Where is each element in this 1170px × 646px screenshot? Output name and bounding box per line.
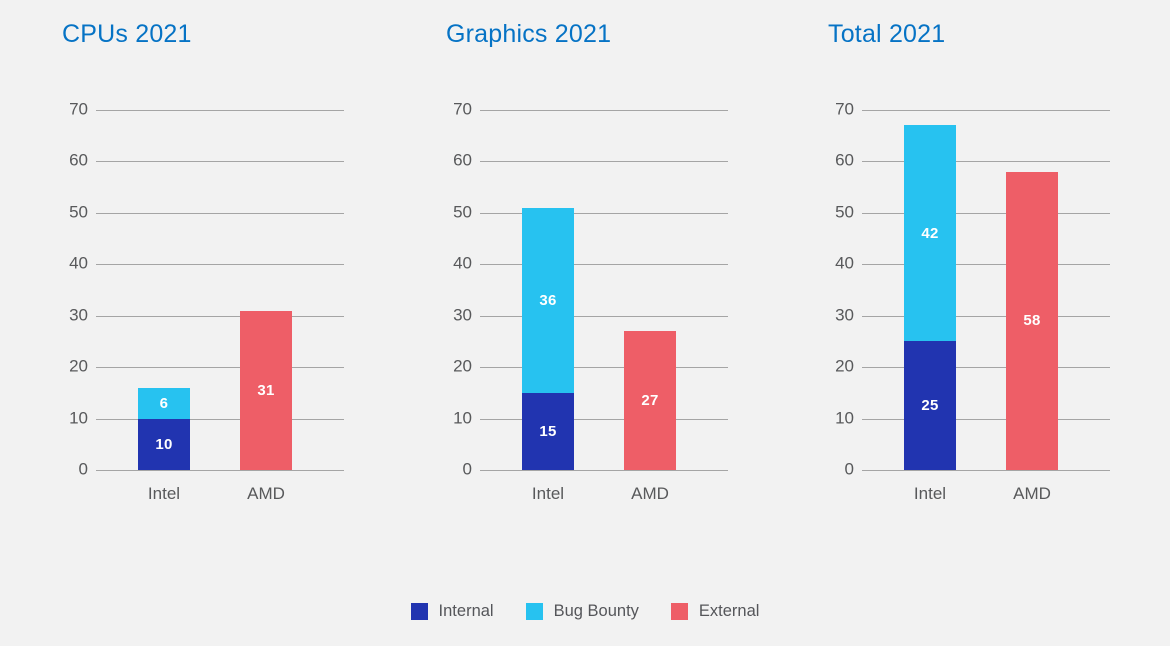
bar-amd: 58	[1006, 171, 1058, 470]
x-axis-category-label: AMD	[247, 484, 285, 503]
y-axis-tick-label: 50	[835, 202, 854, 222]
y-axis-tick-label: 10	[835, 408, 854, 428]
bar-segment-bug-bounty: 42	[904, 125, 956, 342]
y-axis-tick-label: 20	[453, 356, 472, 376]
y-axis-tick-label: 50	[69, 202, 88, 222]
legend-item-internal: Internal	[410, 602, 494, 621]
gridline	[96, 367, 344, 369]
bar-segment-bug-bounty: 6	[138, 387, 190, 419]
legend-label: Internal	[438, 602, 494, 620]
gridline	[96, 264, 344, 266]
bar-value-label: 42	[921, 224, 939, 242]
gridline	[480, 264, 728, 266]
chart-graphics-2021: Graphics 2021 0 10 20 30 40 50 60 70 36 15 Intel 27 A…	[446, 18, 736, 503]
legend-label: External	[698, 602, 760, 620]
gridline	[96, 110, 344, 111]
gridline	[862, 161, 1110, 163]
y-axis-tick-label: 0	[844, 459, 854, 479]
y-axis-tick-label: 60	[835, 151, 854, 171]
x-axis-category-label: Intel	[913, 484, 947, 503]
bar-intel: 36 15	[522, 207, 574, 470]
bar-value-label: 27	[641, 392, 659, 410]
x-axis-category-label: AMD	[631, 484, 669, 503]
bar-intel: 6 10	[138, 387, 190, 470]
plot-area: 0 10 20 30 40 50 60 70 36 15 Intel 27 AMD	[446, 100, 736, 503]
y-axis-tick-label: 30	[69, 305, 88, 325]
y-axis-tick-label: 60	[453, 151, 472, 171]
gridline	[96, 161, 344, 163]
chart-total-2021: Total 2021 0 10 20 30 40 50 60 70 42 25 Intel 58 AMD	[828, 18, 1118, 503]
gridline	[480, 367, 728, 369]
bar-segment-external: 58	[1006, 171, 1058, 470]
gridline	[862, 470, 1110, 471]
legend-swatch-internal	[410, 603, 428, 620]
y-axis-tick-label: 0	[462, 459, 472, 479]
gridline	[480, 212, 728, 214]
bar-value-label: 58	[1023, 312, 1041, 330]
bar-intel: 42 25	[904, 125, 956, 470]
gridline	[480, 161, 728, 163]
y-axis-tick-label: 40	[835, 253, 854, 273]
bar-value-label: 25	[921, 397, 939, 415]
x-axis-category-label: AMD	[1013, 484, 1051, 503]
y-axis-tick-label: 70	[453, 99, 472, 119]
charts-row: CPUs 2021 0 10 20 30 40 50 60 70 6 10 Intel 31 AMD Gra…	[0, 18, 1170, 578]
bar-value-label: 15	[539, 422, 557, 440]
gridline	[480, 418, 728, 420]
legend-label: Bug Bounty	[553, 602, 639, 620]
gridline	[862, 212, 1110, 214]
chart-legend: Internal Bug Bounty External	[0, 602, 1170, 621]
y-axis-tick-label: 0	[78, 459, 88, 479]
gridline	[862, 315, 1110, 317]
y-axis-tick-label: 70	[69, 99, 88, 119]
plot-area: 0 10 20 30 40 50 60 70 6 10 Intel 31 AMD	[62, 100, 352, 503]
y-axis-tick-label: 10	[453, 408, 472, 428]
chart-title: Total 2021	[828, 20, 946, 48]
legend-item-bug-bounty: Bug Bounty	[525, 602, 639, 621]
gridline	[96, 470, 344, 471]
chart-cpus-2021: CPUs 2021 0 10 20 30 40 50 60 70 6 10 Intel 31 AMD	[62, 18, 352, 503]
bar-segment-internal: 25	[904, 341, 956, 470]
bar-value-label: 31	[257, 381, 275, 399]
y-axis-tick-label: 30	[453, 305, 472, 325]
gridline	[96, 418, 344, 420]
bar-value-label: 10	[155, 435, 173, 453]
x-axis-category-label: Intel	[531, 484, 565, 503]
bar-segment-internal: 10	[138, 418, 190, 470]
legend-item-external: External	[670, 602, 760, 621]
gridline	[480, 315, 728, 317]
y-axis-tick-label: 70	[835, 99, 854, 119]
chart-title: CPUs 2021	[62, 20, 192, 48]
gridline	[480, 110, 728, 111]
bar-segment-internal: 15	[522, 392, 574, 470]
gridline	[862, 367, 1110, 369]
bar-value-label: 36	[539, 291, 557, 309]
gridline	[480, 470, 728, 471]
y-axis-tick-label: 60	[69, 151, 88, 171]
y-axis-tick-label: 30	[835, 305, 854, 325]
bar-segment-external: 31	[240, 310, 292, 470]
legend-swatch-bug-bounty	[525, 603, 543, 620]
y-axis-tick-label: 20	[69, 356, 88, 376]
gridline	[862, 110, 1110, 111]
gridline	[96, 212, 344, 214]
legend-swatch-external	[670, 603, 688, 620]
x-axis-category-label: Intel	[147, 484, 181, 503]
bar-amd: 27	[624, 331, 676, 470]
y-axis-tick-label: 20	[835, 356, 854, 376]
plot-area: 0 10 20 30 40 50 60 70 42 25 Intel 58 AMD	[828, 100, 1118, 503]
y-axis-tick-label: 10	[69, 408, 88, 428]
chart-title: Graphics 2021	[446, 20, 612, 48]
y-axis-tick-label: 40	[69, 253, 88, 273]
bar-segment-external: 27	[624, 331, 676, 470]
y-axis-tick-label: 40	[453, 253, 472, 273]
bar-value-label: 6	[159, 394, 169, 412]
gridline	[862, 418, 1110, 420]
y-axis-tick-label: 50	[453, 202, 472, 222]
gridline	[96, 315, 344, 317]
bar-amd: 31	[240, 310, 292, 470]
gridline	[862, 264, 1110, 266]
bar-segment-bug-bounty: 36	[522, 207, 574, 393]
